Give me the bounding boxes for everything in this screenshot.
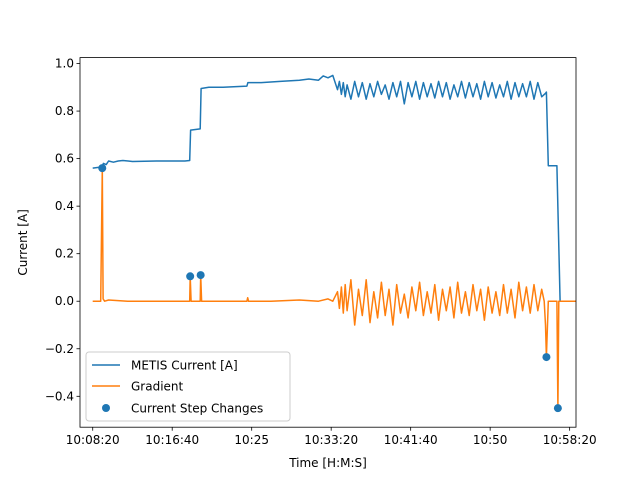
x-tick-label: 10:16:40: [145, 433, 199, 447]
y-tick-label: 1.0: [55, 57, 74, 71]
y-tick-label: −0.2: [45, 342, 74, 356]
series-layer: [92, 74, 576, 413]
step-change-point: [98, 164, 107, 173]
y-tick-label: 0.4: [55, 199, 74, 213]
y-tick-label: −0.4: [45, 389, 74, 403]
y-axis: −0.4 −0.2 0.0 0.2 0.4 0.6 0.8 1.0: [45, 57, 80, 403]
x-axis: 10:08:20 10:16:40 10:25 10:33:20 10:41:40 10:…: [66, 427, 597, 447]
x-tick-label: 10:50: [473, 433, 508, 447]
legend-frame: [85, 351, 291, 422]
legend-label: METIS Current [A]: [131, 359, 238, 373]
x-tick-label: 10:58:20: [543, 433, 597, 447]
series-line-gradient: [92, 167, 576, 409]
y-tick-label: 0.2: [55, 247, 74, 261]
x-axis-title: Time [H:M:S]: [288, 456, 367, 470]
legend-swatch: [102, 404, 110, 412]
x-tick-label: 10:25: [234, 433, 269, 447]
series-line-current: [92, 74, 562, 302]
y-tick-label: 0.0: [55, 294, 74, 308]
y-tick-label: 0.6: [55, 152, 74, 166]
legend: METIS Current [A] Gradient Current Step Ch…: [85, 351, 291, 422]
step-change-point: [542, 353, 551, 362]
x-tick-label: 10:33:20: [304, 433, 358, 447]
legend-label: Current Step Changes: [131, 402, 263, 416]
y-tick-label: 0.8: [55, 104, 74, 118]
x-tick-label: 10:41:40: [384, 433, 438, 447]
step-change-point: [196, 271, 205, 280]
y-axis-title: Current [A]: [16, 209, 30, 275]
legend-label: Gradient: [131, 380, 184, 394]
plot-frame: [79, 57, 577, 428]
step-change-point: [553, 404, 562, 413]
step-change-point: [186, 272, 195, 281]
x-tick-label: 10:08:20: [66, 433, 120, 447]
